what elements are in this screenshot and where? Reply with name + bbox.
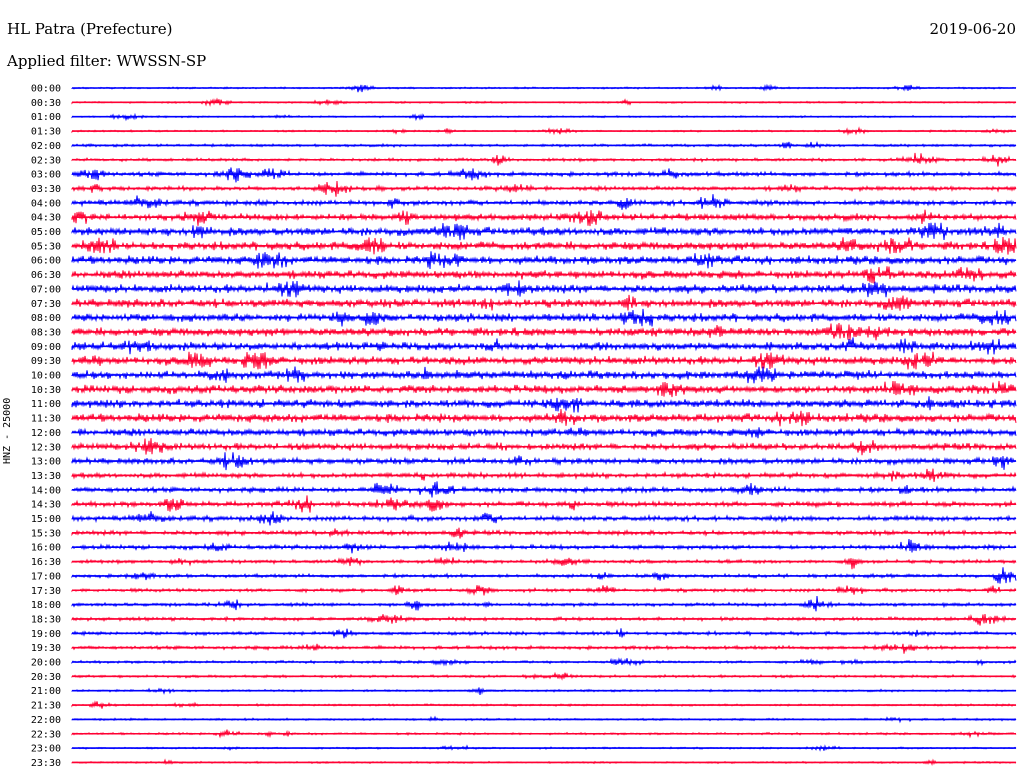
time-tick-label: 05:30 [31,241,61,252]
time-tick-label: 23:30 [31,758,61,769]
time-tick-label: 18:00 [31,600,61,611]
time-tick-label: 07:00 [31,284,61,295]
time-tick-label: 17:00 [31,571,61,582]
time-tick-label: 10:00 [31,371,61,382]
time-tick-label: 21:00 [31,686,61,697]
time-tick-label: 00:30 [31,98,61,109]
station-title: HL Patra (Prefecture) [7,20,173,38]
time-tick-label: 20:00 [31,658,61,669]
time-tick-label: 09:30 [31,356,61,367]
time-tick-label: 04:30 [31,213,61,224]
time-tick-label: 01:00 [31,112,61,123]
time-tick-label: 16:00 [31,543,61,554]
time-tick-label: 07:30 [31,299,61,310]
time-tick-label: 03:00 [31,170,61,181]
time-tick-label: 21:30 [31,701,61,712]
trace-line-0300 [71,167,1017,183]
time-tick-label: 13:30 [31,471,61,482]
record-date: 2019-06-20 [929,20,1016,38]
trace-line-1630 [71,556,1017,570]
time-tick-label: 10:30 [31,385,61,396]
time-tick-label: 05:00 [31,227,61,238]
trace-line-1800 [71,595,1017,612]
time-tick-label: 15:30 [31,528,61,539]
time-tick-label: 19:00 [31,629,61,640]
trace-line-1600 [71,538,1017,554]
time-tick-label: 23:00 [31,744,61,755]
time-tick-label: 12:30 [31,442,61,453]
time-tick-label: 14:00 [31,485,61,496]
time-tick-label: 06:00 [31,256,61,267]
time-tick-label: 15:00 [31,514,61,525]
time-tick-label: 04:00 [31,198,61,209]
time-tick-label: 22:00 [31,715,61,726]
time-tick-label: 02:30 [31,155,61,166]
time-tick-label: 03:30 [31,184,61,195]
trace-line-1830 [71,613,1017,626]
time-tick-label: 02:00 [31,141,61,152]
time-tick-label: 00:00 [31,84,61,95]
filter-label: Applied filter: WWSSN-SP [7,52,207,70]
time-tick-label: 08:30 [31,327,61,338]
time-tick-label: 22:30 [31,729,61,740]
time-tick-label: 01:30 [31,127,61,138]
time-tick-label: 13:00 [31,457,61,468]
time-tick-label: 11:00 [31,399,61,410]
time-tick-label: 09:00 [31,342,61,353]
time-tick-label: 06:30 [31,270,61,281]
time-tick-label: 16:30 [31,557,61,568]
time-tick-label: 17:30 [31,586,61,597]
time-tick-label: 08:00 [31,313,61,324]
time-tick-label: 14:30 [31,500,61,511]
trace-line-1930 [71,643,1017,654]
time-tick-label: 20:30 [31,672,61,683]
time-tick-label: 19:30 [31,643,61,654]
time-tick-label: 11:30 [31,414,61,425]
time-tick-label: 12:00 [31,428,61,439]
time-tick-label: 18:30 [31,614,61,625]
